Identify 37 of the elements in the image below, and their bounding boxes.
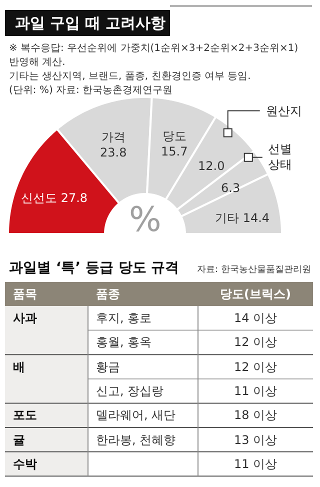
category-label: 품목 — [13, 287, 37, 301]
text: 과일별 ‘특’ 등급 당도 규격 — [9, 260, 180, 276]
text: 귤 — [13, 433, 25, 447]
data-label: 23.8 — [100, 146, 127, 160]
text: (단위: %) 자료: 한국농촌경제연구원 — [9, 85, 173, 96]
category-label: 품종 — [96, 287, 120, 301]
category-label: 당도(브릭스) — [220, 287, 291, 301]
slice-label: 신선도 27.8 — [21, 191, 88, 205]
slice-label: 선별 상태 — [268, 142, 292, 172]
chart-title: 과일 구입 때 고려사항 — [15, 14, 166, 32]
text: 수박 — [13, 457, 37, 471]
text: 11 이상 — [234, 384, 278, 398]
slice-label: 당도 — [162, 129, 186, 143]
text: 사과 — [13, 311, 37, 325]
text: 배 — [13, 360, 25, 374]
data-label: 15.7 — [161, 144, 188, 159]
text: 신고, 장십랑 — [96, 384, 164, 398]
text: 12 이상 — [234, 335, 278, 349]
slice-label: 원산지 — [266, 104, 302, 118]
text: 홍월, 홍옥 — [96, 335, 152, 349]
text: 포도 — [13, 408, 37, 422]
slice-label: 기타 14.4 — [215, 211, 270, 225]
text: % — [129, 200, 162, 240]
text: 황금 — [96, 360, 120, 374]
text: 18 이상 — [234, 408, 278, 422]
slice-label: 가격 — [101, 130, 126, 144]
text: 한라봉, 천혜향 — [96, 433, 176, 447]
text: 자료: 한국농산물품질관리원 — [197, 265, 311, 275]
chart-subtitle: ※ 복수응답: 우선순위에 가중치(1순위×3+2순위×2+3순위×1) 반영해 계산. 기타는 생산지역, 브랜드, 품종, 친환경인증 여부 등임. — [9, 43, 298, 82]
data-label: 6.3 — [221, 181, 240, 195]
text: 13 이상 — [234, 433, 278, 447]
data-label: 12.0 — [198, 159, 225, 173]
text: 12 이상 — [234, 360, 278, 374]
text: 델라웨어, 새단 — [96, 408, 176, 422]
text: 11 이상 — [234, 457, 278, 471]
text: 14 이상 — [234, 311, 278, 325]
text: 후지, 홍로 — [96, 311, 152, 325]
